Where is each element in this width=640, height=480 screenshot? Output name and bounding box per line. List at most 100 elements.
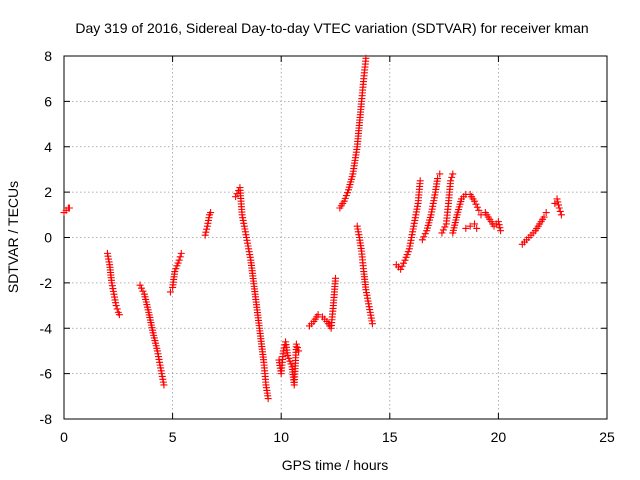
data-point [113,305,121,313]
data-point [295,347,303,355]
series-arc2 [103,249,123,319]
x-tick-label: 25 [599,429,615,445]
data-point [418,236,426,244]
data-point [314,311,322,319]
y-axis-label: SDTVAR / TECUs [5,181,21,293]
data-point [292,340,300,348]
data-point [555,204,563,212]
data-point [293,344,301,352]
x-axis-label: GPS time / hours [282,457,389,473]
data-point [207,209,215,217]
data-point [177,249,185,257]
data-point [439,226,447,234]
data-point [368,320,376,328]
series-arc18 [551,195,565,219]
grid-lines [64,56,607,419]
data-point [495,221,503,229]
y-tick-label: 4 [44,139,52,155]
data-point [400,259,408,267]
tick-labels: 0 5 10 15 20 25 -8 -6 -4 -2 0 2 4 6 8 [40,48,615,445]
series-arc16 [477,209,505,235]
data-point [556,207,564,215]
y-tick-label: -4 [40,320,53,336]
data-point [447,177,455,185]
data-point [540,213,548,221]
data-point [551,199,559,207]
axis-ticks [63,55,608,420]
data-point [542,209,550,217]
data-point [202,228,210,236]
data-point [65,204,73,212]
series-arc6 [232,184,272,403]
data-point [471,197,479,205]
series-arc8 [305,274,339,332]
data-point [112,302,120,310]
series-arc11 [392,177,424,273]
series-arc15 [462,220,481,232]
data-point [166,288,174,296]
y-tick-label: 8 [44,48,52,64]
data-point [554,198,562,206]
data-point [473,224,481,232]
x-tick-label: 5 [169,429,177,445]
data-point [137,284,145,292]
data-point [175,256,183,264]
series-arc4 [166,249,185,296]
data-point [466,222,474,230]
y-tick-label: 2 [44,184,52,200]
y-tick-label: -8 [40,411,53,427]
series-arc12 [418,170,444,244]
series-arc9 [336,54,370,212]
data-point [557,211,565,219]
data-point [471,220,479,228]
data-point [139,287,147,295]
data-point [472,200,480,208]
data-point [232,193,240,201]
series-arc14 [449,190,483,237]
data-point [438,229,446,237]
data-point [398,262,406,270]
data-point [201,231,209,239]
data-point [475,206,483,214]
x-tick-label: 20 [491,429,507,445]
data-point [421,230,429,238]
data-point [233,190,241,198]
x-tick-label: 15 [382,429,398,445]
series-arc13 [438,170,457,237]
data-point [496,224,504,232]
data-point [332,274,339,282]
y-tick-label: 0 [44,230,52,246]
y-tick-label: -2 [40,275,53,291]
series-arc17 [518,209,550,248]
data-point [264,395,272,403]
y-tick-label: 6 [44,93,52,109]
data-points [60,54,565,403]
data-point [494,218,502,226]
y-tick-label: -6 [40,366,53,382]
data-point [362,54,370,62]
series-arc10 [353,222,376,328]
series-arc1 [60,204,73,217]
data-point [420,233,428,241]
data-point [436,170,444,178]
data-point [115,311,123,319]
data-point [553,195,561,203]
series-arc5 [201,209,215,239]
x-tick-label: 10 [273,429,289,445]
data-point [441,223,449,231]
data-point [279,347,287,355]
series-arc7 [275,338,303,389]
data-point [473,203,481,211]
data-point [449,170,457,178]
data-point [136,281,144,289]
data-point [397,265,405,273]
series-arc3 [136,281,168,389]
x-tick-label: 0 [60,429,68,445]
data-point [176,253,184,261]
chart-title: Day 319 of 2016, Sidereal Day-to-day VTE… [75,20,588,36]
data-point [554,201,562,209]
data-point [203,225,211,233]
data-point [416,177,424,185]
data-point [497,227,505,235]
